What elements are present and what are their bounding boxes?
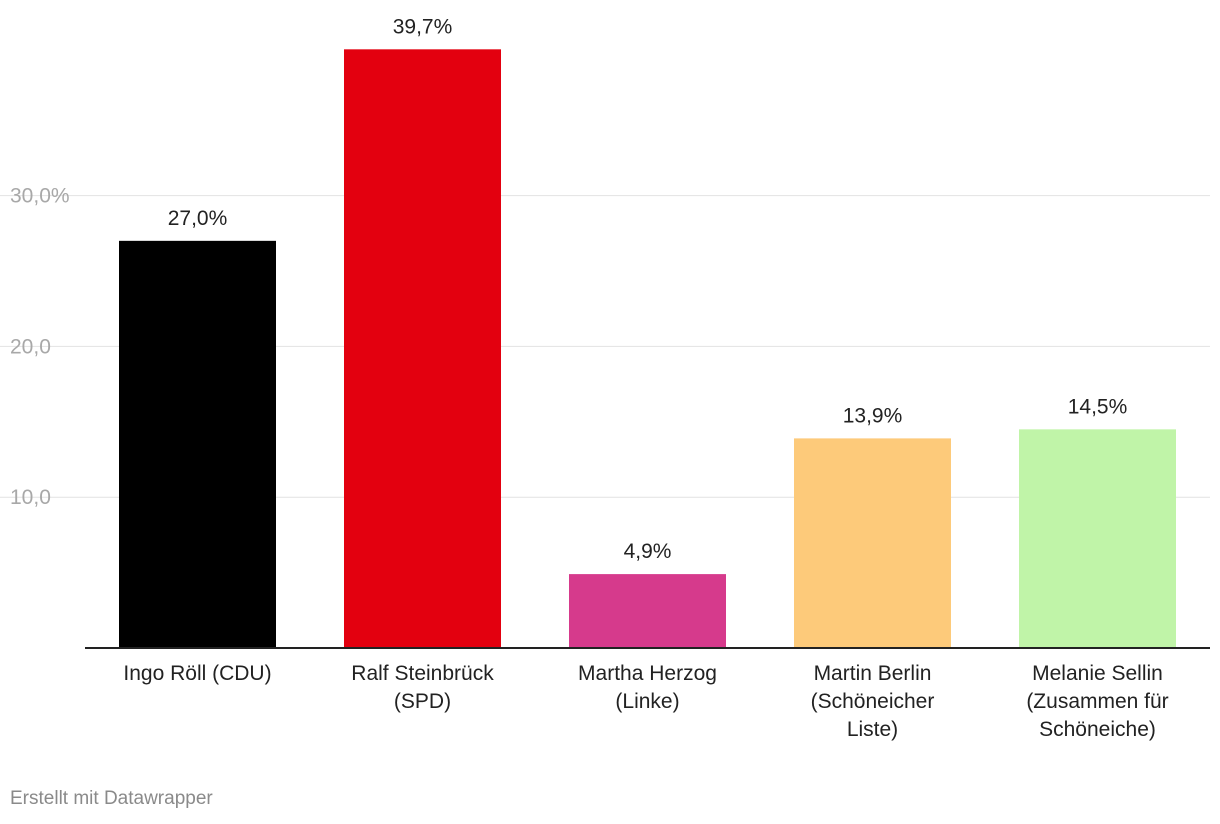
data-label: 13,9% (843, 404, 903, 427)
x-tick-label: Ralf Steinbrück (351, 662, 494, 685)
x-tick-label: Schöneiche) (1039, 718, 1156, 741)
x-tick-label: (Schöneicher (811, 690, 935, 713)
x-tick-label: (Zusammen für (1026, 690, 1168, 713)
y-tick-label: 20,0 (10, 335, 51, 358)
x-tick-label: (SPD) (394, 690, 451, 713)
x-tick-label: Martin Berlin (814, 662, 932, 685)
data-label: 14,5% (1068, 395, 1128, 418)
bars (119, 49, 1176, 649)
y-axis-ticks: 10,0 20,0 30,0% (10, 185, 70, 510)
datawrapper-credit[interactable]: Erstellt mit Datawrapper (10, 788, 213, 809)
bar (569, 574, 726, 648)
y-tick-label: 10,0 (10, 486, 51, 509)
data-label: 4,9% (624, 540, 672, 563)
value-labels: 27,0% 39,7% 4,9% 13,9% 14,5% (168, 15, 1128, 563)
data-label: 27,0% (168, 207, 228, 230)
x-tick-label: (Linke) (615, 690, 679, 713)
x-tick-label: Ingo Röll (CDU) (123, 662, 271, 685)
bar (344, 49, 501, 649)
x-tick-label: Melanie Sellin (1032, 662, 1163, 685)
category-labels: Ingo Röll (CDU) Ralf Steinbrück (SPD) Marth… (123, 662, 1168, 741)
data-label: 39,7% (393, 15, 453, 38)
bar (794, 438, 951, 648)
bar (119, 240, 276, 648)
x-tick-label: Martha Herzog (578, 662, 717, 685)
y-tick-label: 30,0% (10, 185, 70, 208)
bar (1019, 429, 1176, 648)
x-tick-label: Liste) (847, 718, 898, 741)
